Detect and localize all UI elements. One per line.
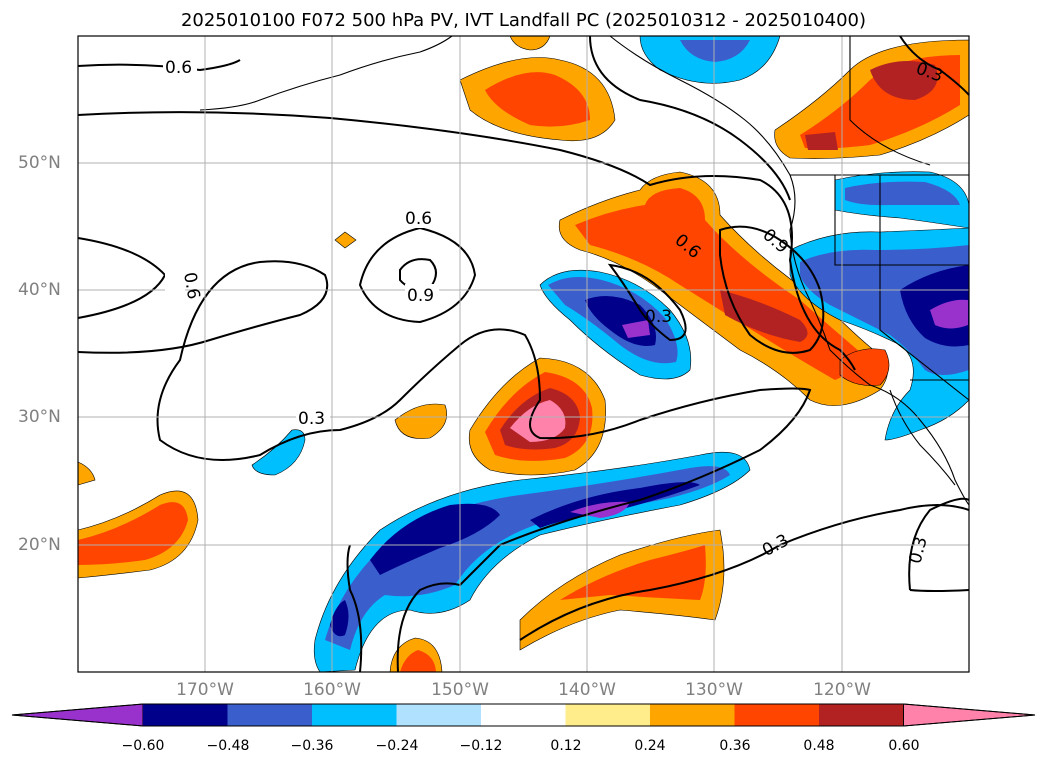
colorbar-tick: −0.12 [459,738,503,754]
coastlines [199,35,970,506]
colorbar-tick: −0.24 [375,738,419,754]
colorbar-outline [11,703,1036,727]
map-frame [77,35,970,673]
colorbar-segment [227,704,312,726]
lon-label: 120°W [813,680,871,700]
lon-label: 150°W [431,680,489,700]
lat-label: 40°N [18,280,61,300]
lon-label: 130°W [685,680,743,700]
colorbar-segment [565,704,650,726]
contour-lines [77,35,970,673]
lat-label: 20°N [18,535,61,555]
colorbar-segment [819,704,904,726]
contour-label: 0.6 [165,58,192,78]
colorbar-tick: 0.36 [719,738,751,754]
colorbar-tick: 0.24 [634,738,666,754]
colorbar-segment [734,704,819,726]
colorbar-segment [650,704,735,726]
colorbar-tick: −0.48 [206,738,250,754]
contour-label: 0.9 [407,286,434,306]
figure-title: 2025010100 F072 500 hPa PV, IVT Landfall… [180,10,867,31]
colorbar-extend-max [903,703,1036,727]
colorbar-tick: −0.60 [121,738,165,754]
colorbar-segment [143,704,228,726]
colorbar-tick: −0.36 [290,738,334,754]
colorbar-tick: 0.12 [550,738,582,754]
filled-contours [77,35,970,673]
colorbar [11,703,1036,727]
lon-label: 140°W [558,680,616,700]
lat-label: 50°N [18,153,61,173]
colorbar-segment [481,704,566,726]
contour-label: 0.6 [179,271,203,301]
lat-label: 30°N [18,407,61,427]
lon-label: 160°W [303,680,361,700]
contour-label: 0.3 [645,307,672,327]
colorbar-tick: 0.48 [803,738,835,754]
contour-label: 0.6 [405,209,432,229]
colorbar-tick: 0.60 [888,738,920,754]
lon-label: 170°W [176,680,234,700]
colorbar-segment [312,704,397,726]
colorbar-segment [396,704,481,726]
colorbar-extend-min [11,703,144,727]
grid-lines [78,36,969,672]
contour-label: 0.3 [298,409,325,429]
